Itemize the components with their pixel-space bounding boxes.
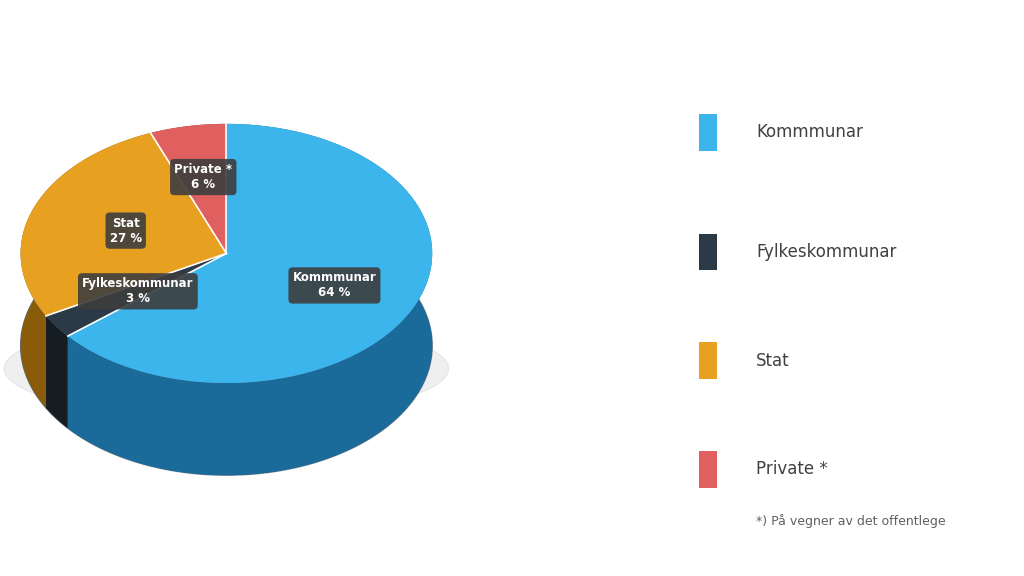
Polygon shape xyxy=(20,133,226,316)
Text: Private *: Private * xyxy=(756,460,827,479)
Text: Fylkeskommunar
3 %: Fylkeskommunar 3 % xyxy=(82,277,194,305)
Text: *) På vegner av det offentlege: *) På vegner av det offentlege xyxy=(756,514,945,528)
Text: Stat
27 %: Stat 27 % xyxy=(110,217,141,245)
Bar xyxy=(698,452,717,487)
Polygon shape xyxy=(151,124,226,253)
Text: Stat: Stat xyxy=(756,351,790,370)
Polygon shape xyxy=(20,133,151,408)
Bar xyxy=(698,234,717,270)
Polygon shape xyxy=(46,253,226,336)
Text: Kommmunar
64 %: Kommmunar 64 % xyxy=(293,271,376,300)
Polygon shape xyxy=(46,316,68,428)
Polygon shape xyxy=(68,124,432,475)
Polygon shape xyxy=(20,216,432,475)
Text: Fylkeskommunar: Fylkeskommunar xyxy=(756,242,896,261)
Bar xyxy=(698,342,717,379)
Polygon shape xyxy=(68,124,432,383)
Bar xyxy=(698,114,717,150)
Text: Private *
6 %: Private * 6 % xyxy=(174,163,232,191)
Text: Kommmunar: Kommmunar xyxy=(756,123,863,142)
Polygon shape xyxy=(151,124,226,225)
Polygon shape xyxy=(4,320,449,418)
